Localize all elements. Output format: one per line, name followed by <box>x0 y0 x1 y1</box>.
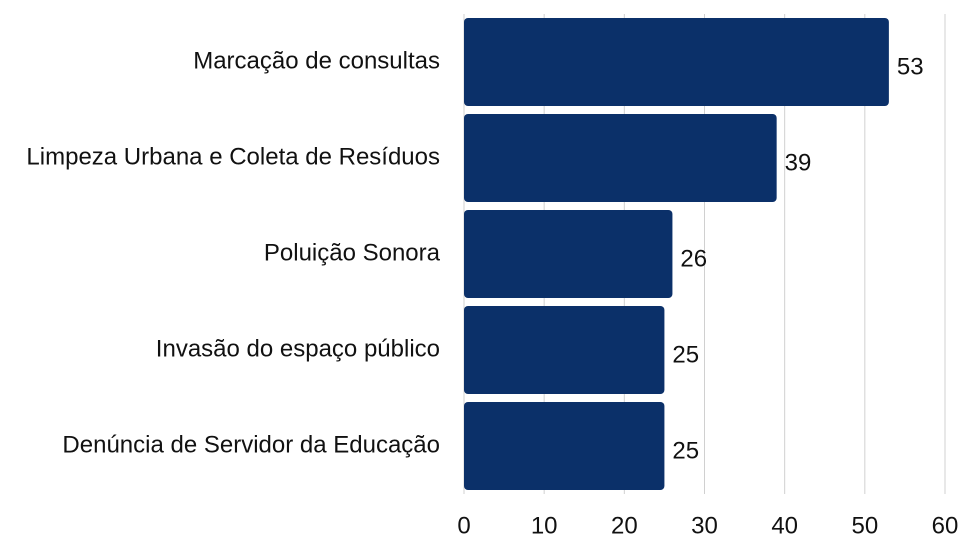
y-tick-label: Poluição Sonora <box>264 239 441 266</box>
x-tick-label: 60 <box>932 512 959 539</box>
y-tick-label: Limpeza Urbana e Coleta de Resíduos <box>26 143 440 170</box>
x-tick-label: 20 <box>611 512 638 539</box>
bar <box>464 210 673 298</box>
x-tick-label: 50 <box>851 512 878 539</box>
y-tick-label: Marcação de consultas <box>193 47 440 74</box>
data-label: 39 <box>785 149 812 176</box>
y-tick-label: Denúncia de Servidor da Educação <box>62 431 440 458</box>
data-label: 53 <box>897 53 924 80</box>
data-label: 26 <box>680 245 707 272</box>
bar <box>464 114 777 202</box>
x-tick-label: 30 <box>691 512 718 539</box>
x-tick-label: 0 <box>457 512 470 539</box>
data-label: 25 <box>672 437 699 464</box>
x-tick-label: 40 <box>771 512 798 539</box>
bar <box>464 402 665 490</box>
y-tick-label: Invasão do espaço público <box>156 335 440 362</box>
data-label: 25 <box>672 341 699 368</box>
bar <box>464 306 665 394</box>
x-tick-label: 10 <box>531 512 558 539</box>
bar <box>464 18 889 106</box>
